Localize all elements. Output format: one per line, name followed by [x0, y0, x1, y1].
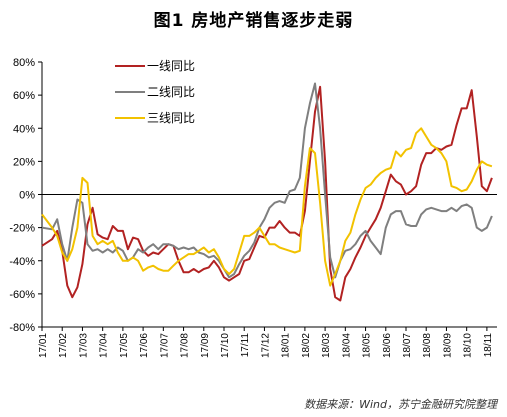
x-tick-label: 17/06 [139, 333, 150, 358]
y-tick-label: 20% [13, 156, 35, 168]
y-tick-label: 80% [13, 57, 35, 69]
y-tick-label: -20% [9, 223, 35, 235]
y-tick-label: 60% [13, 90, 35, 102]
x-tick-label: 17/05 [119, 333, 130, 358]
y-tick-label: -80% [9, 322, 35, 334]
x-tick-label: 17/12 [260, 333, 271, 358]
source-note: 数据来源：Wind，苏宁金融研究院整理 [304, 398, 497, 411]
x-tick-label: 17/09 [200, 333, 211, 358]
x-tick-label: 18/08 [422, 333, 433, 358]
legend-label-3: 三线同比 [147, 111, 195, 125]
y-tick-label: 0% [19, 190, 35, 202]
y-tick-label: -60% [9, 289, 35, 301]
x-tick-label: 18/09 [442, 333, 453, 358]
x-tick-label: 17/07 [159, 333, 170, 358]
x-tick-label: 17/02 [58, 333, 69, 358]
series-lines [41, 82, 493, 302]
y-tick-label: 40% [13, 123, 35, 135]
x-tick-label: 17/10 [220, 333, 231, 358]
series-line-1 [41, 85, 493, 302]
x-tick-label: 18/10 [463, 333, 474, 358]
axes: 80% 60% 40% 20% 0% -20% -40% -60% -80%17/01 17/02… [9, 57, 497, 358]
x-tick-label: 18/02 [301, 333, 312, 358]
legend-label-1: 一线同比 [147, 59, 195, 73]
x-tick-label: 17/04 [99, 333, 110, 358]
chart-title: 图1 房地产销售逐步走弱 [153, 11, 354, 31]
x-tick-label: 18/03 [321, 333, 332, 358]
y-tick-label: -40% [9, 256, 35, 268]
series-line-3 [41, 127, 493, 287]
x-tick-label: 18/01 [281, 333, 292, 358]
x-tick-label: 17/08 [180, 333, 191, 358]
x-tick-label: 17/03 [78, 333, 89, 358]
x-tick-label: 18/11 [483, 333, 494, 358]
x-tick-label: 17/11 [240, 333, 251, 358]
series-line-2 [41, 82, 493, 279]
x-tick-label: 18/04 [341, 333, 352, 358]
x-tick-label: 17/01 [38, 333, 49, 358]
x-tick-label: 18/05 [362, 333, 373, 358]
x-tick-label: 18/07 [402, 333, 413, 358]
legend-label-2: 二线同比 [147, 85, 195, 99]
x-tick-label: 18/06 [382, 333, 393, 358]
